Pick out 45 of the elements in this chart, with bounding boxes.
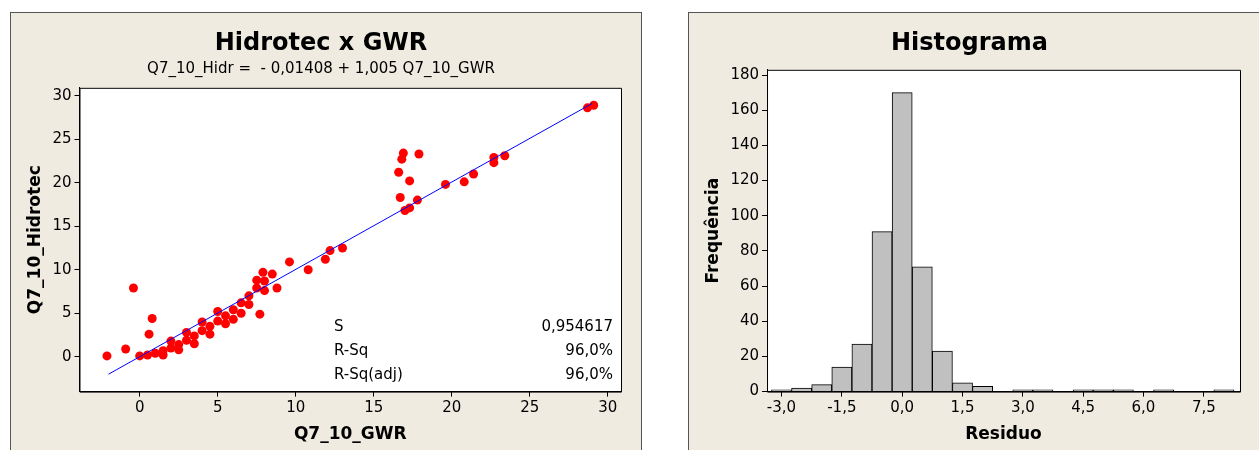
x-tick-label: 5 xyxy=(212,398,223,417)
y-tick-label: 0 xyxy=(61,346,72,365)
y-tick-label: 0 xyxy=(749,381,760,400)
annotation: S xyxy=(334,317,344,336)
y-tick-label: 15 xyxy=(52,216,72,235)
y-tick-label: 120 xyxy=(730,170,760,189)
chart-title: Histograma xyxy=(891,27,1048,56)
annotation: R-Sq(adj) xyxy=(334,365,403,384)
annotation: R-Sq xyxy=(334,341,369,360)
x-tick-label: 4,5 xyxy=(1071,398,1096,417)
y-tick-label: 60 xyxy=(739,275,760,294)
x-tick-label: 25 xyxy=(520,398,540,417)
y-tick-label: 80 xyxy=(739,240,760,259)
y-tick-label: 20 xyxy=(52,172,72,191)
annotation: 0,954617 xyxy=(541,317,613,336)
y-tick-label: 20 xyxy=(739,346,760,365)
y-tick-label: 180 xyxy=(730,64,760,83)
y-tick-label: 25 xyxy=(52,129,72,148)
y-axis-title: Q7_10_Hidrotec xyxy=(23,165,44,315)
x-tick-label: 30 xyxy=(598,398,618,417)
y-tick-label: 30 xyxy=(52,85,72,104)
x-tick-label: -3,0 xyxy=(766,398,797,417)
x-tick-label: 0 xyxy=(134,398,145,417)
annotation: 96,0% xyxy=(565,365,613,384)
x-tick-label: 6,0 xyxy=(1131,398,1156,417)
x-tick-label: 0,0 xyxy=(890,398,915,417)
x-tick-label: -1,5 xyxy=(827,398,857,417)
x-tick-label: 1,5 xyxy=(950,398,975,417)
y-tick-label: 10 xyxy=(52,259,72,278)
x-tick-label: 7,5 xyxy=(1191,398,1216,417)
x-axis-title: Residuo xyxy=(965,423,1042,444)
x-tick-label: 15 xyxy=(364,398,384,417)
chart-title: Hidrotec x GWR xyxy=(214,27,428,56)
y-tick-label: 40 xyxy=(739,311,760,330)
y-axis-title: Frequência xyxy=(701,177,722,284)
annotation: 96,0% xyxy=(565,341,613,360)
x-axis-title: Q7_10_GWR xyxy=(293,423,407,444)
x-tick-label: 3,0 xyxy=(1010,398,1035,417)
y-tick-label: 100 xyxy=(730,205,760,224)
y-tick-label: 140 xyxy=(730,135,760,154)
x-tick-label: 20 xyxy=(442,398,462,417)
x-tick-label: 10 xyxy=(286,398,306,417)
y-tick-label: 5 xyxy=(61,303,72,322)
chart-subtitle: Q7_10_Hidr = - 0,01408 + 1,005 Q7_10_GWR xyxy=(147,58,495,78)
y-tick-label: 160 xyxy=(730,100,760,119)
